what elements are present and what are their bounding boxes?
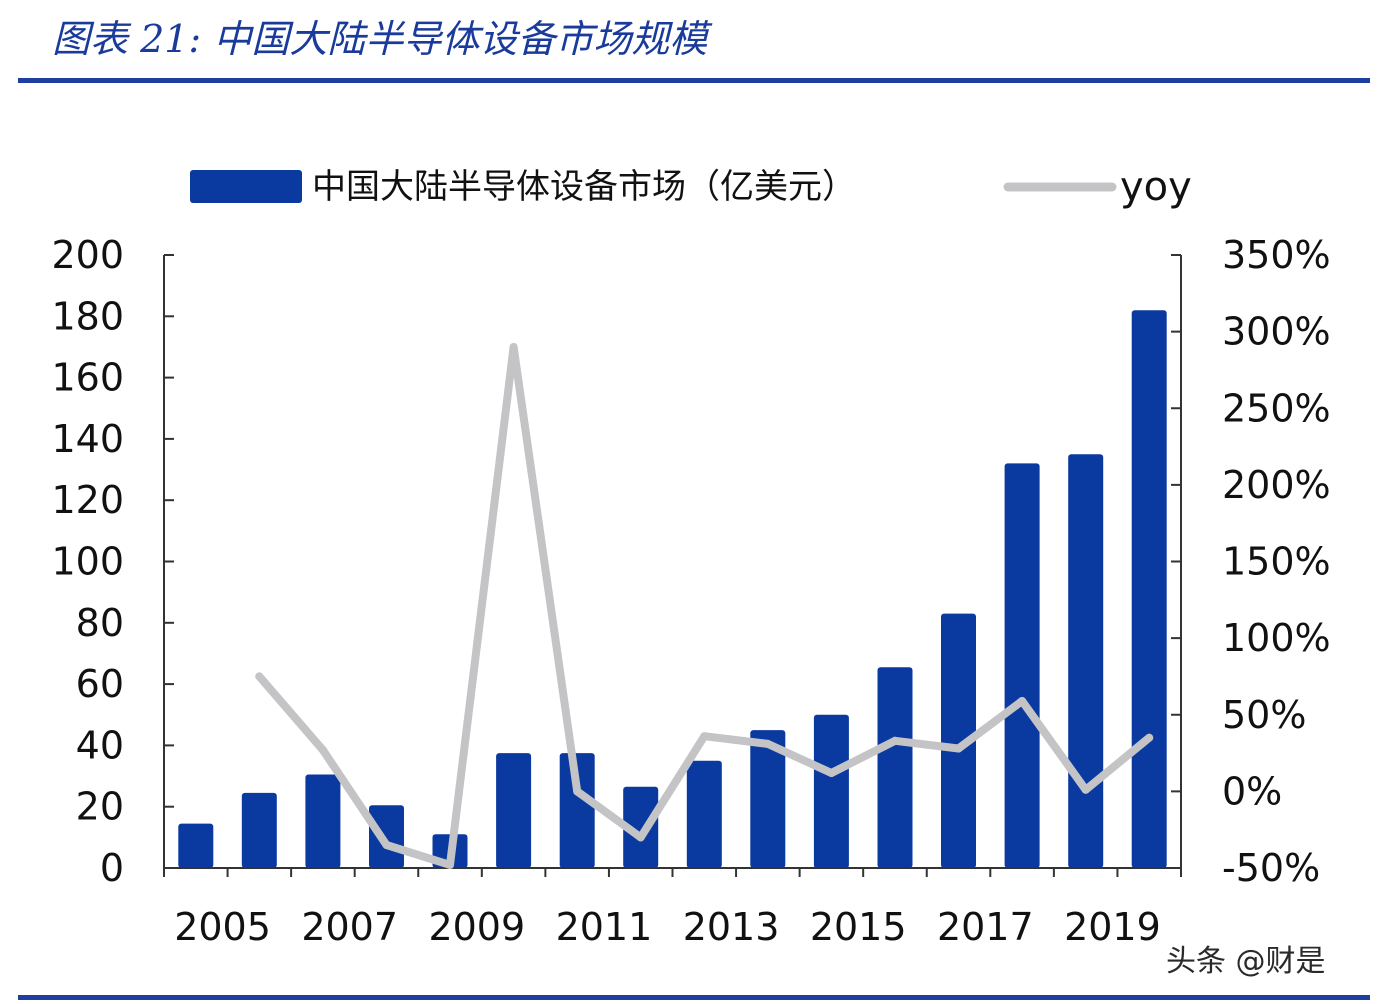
y-left-tick-label: 60: [76, 662, 124, 706]
figure-title: 图表 21: 中国大陆半导体设备市场规模: [52, 17, 708, 61]
y-left-tick-label: 20: [76, 785, 124, 829]
legend-bar-swatch: [190, 170, 302, 203]
y-right-tick-label: 150%: [1222, 540, 1331, 584]
bars: [178, 310, 1167, 869]
yoy-point-2006: [255, 672, 264, 681]
top-rule: [18, 78, 1370, 83]
y-right-tick-label: 0%: [1222, 769, 1282, 813]
x-tick-label: 2017: [937, 905, 1034, 949]
tick-labels: 0 20 40 60 80 100 120 140 160 180 200 -50% 0% 50% 100%…: [51, 233, 1330, 949]
x-tick-label: 2019: [1064, 905, 1161, 949]
bar-2020: [1131, 310, 1167, 868]
yoy-point-2009: [446, 860, 454, 869]
y-right-tick-label: 200%: [1222, 463, 1331, 507]
y-left-tick-label: 200: [51, 233, 124, 277]
yoy-point-2011: [573, 787, 582, 796]
yoy-point-2020: [1145, 733, 1154, 742]
axes: [163, 254, 1182, 877]
yoy-point-2015: [827, 769, 836, 777]
y-right-tick-label: -50%: [1222, 846, 1320, 890]
x-tick-label: 2007: [301, 905, 398, 949]
yoy-point-2016: [891, 736, 899, 745]
yoy-point-2018: [1018, 697, 1027, 705]
yoy-point-2010: [509, 343, 518, 351]
y-left-tick-label: 80: [76, 601, 124, 645]
y-left-tick-label: 40: [76, 723, 124, 767]
yoy-point-2013: [700, 732, 709, 741]
bar-2005: [178, 823, 214, 868]
y-right-tick-label: 50%: [1222, 693, 1306, 737]
bar-2014: [750, 730, 786, 868]
bar-2011: [559, 753, 595, 868]
yoy-point-2012: [636, 833, 645, 842]
bar-2006: [241, 792, 277, 868]
y-left-tick-label: 140: [51, 417, 124, 461]
x-tick-label: 2013: [683, 905, 780, 949]
yoy-line-series: [255, 343, 1154, 869]
legend: 中国大陆半导体设备市场（亿美元） yoy: [190, 164, 1192, 210]
legend-bar-label: 中国大陆半导体设备市场（亿美元）: [312, 167, 856, 207]
bar-2012: [623, 786, 659, 868]
y-right-tick-label: 300%: [1222, 310, 1331, 354]
watermark: 头条 @财是: [1166, 944, 1326, 979]
bar-2010: [496, 753, 532, 868]
y-left-tick-label: 160: [51, 356, 124, 400]
y-right-tick-label: 100%: [1222, 616, 1331, 660]
yoy-point-2008: [382, 841, 391, 849]
x-tick-label: 2011: [556, 905, 653, 949]
y-right-tick-label: 250%: [1222, 386, 1331, 430]
yoy-point-2019: [1081, 785, 1090, 794]
bar-2019: [1068, 454, 1104, 868]
bottom-rule: [18, 995, 1370, 1000]
bar-2008: [369, 805, 404, 868]
y-left-tick-label: 120: [51, 478, 124, 522]
yoy-point-2017: [954, 744, 963, 753]
bar-2015: [813, 714, 849, 869]
bar-2007: [305, 774, 341, 868]
x-tick-label: 2009: [428, 905, 525, 949]
bar-2018: [1004, 463, 1040, 868]
y-left-tick-label: 180: [51, 294, 124, 338]
x-tick-label: 2005: [174, 905, 271, 949]
bar-2017: [941, 613, 976, 868]
x-tick-label: 2015: [810, 905, 907, 949]
y-left-tick-label: 0: [100, 846, 124, 890]
legend-line-label: yoy: [1120, 164, 1192, 210]
y-left-tick-label: 100: [51, 540, 124, 584]
bar-2016: [877, 667, 913, 868]
yoy-point-2014: [763, 739, 772, 748]
y-right-tick-label: 350%: [1222, 233, 1331, 277]
yoy-point-2007: [318, 746, 327, 754]
bar-2013: [686, 760, 722, 868]
